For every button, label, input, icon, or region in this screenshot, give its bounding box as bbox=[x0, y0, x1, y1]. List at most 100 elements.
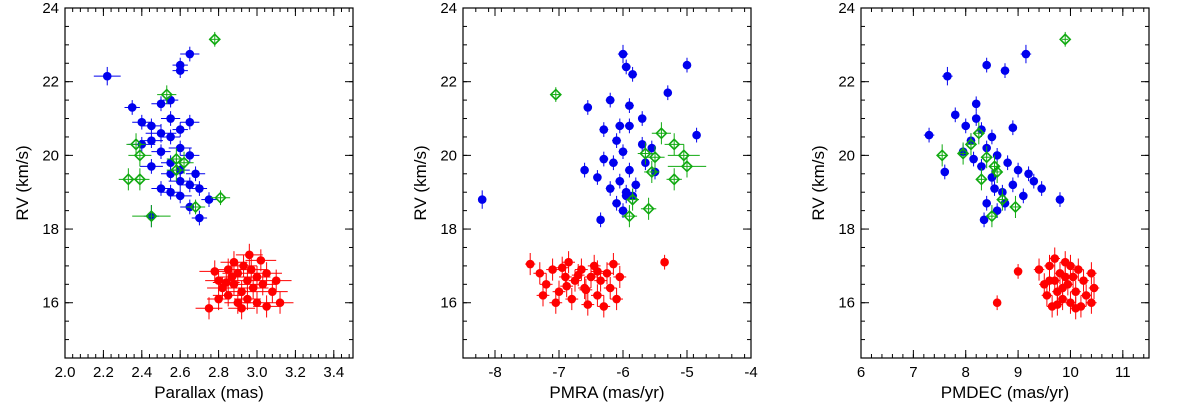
data-point bbox=[124, 100, 140, 115]
data-point bbox=[600, 262, 614, 285]
diamond-marker bbox=[639, 147, 652, 160]
data-point bbox=[667, 144, 700, 167]
circle-marker bbox=[621, 187, 631, 197]
data-point bbox=[612, 133, 622, 148]
circle-marker bbox=[605, 283, 615, 293]
data-point bbox=[647, 140, 657, 156]
data-point bbox=[1059, 31, 1072, 47]
data-point bbox=[139, 133, 163, 148]
data-point bbox=[985, 205, 999, 228]
data-point bbox=[664, 133, 684, 156]
diamond-marker bbox=[645, 165, 658, 179]
data-point bbox=[583, 100, 593, 115]
circle-marker bbox=[102, 71, 112, 81]
series-3 bbox=[195, 243, 294, 320]
data-point bbox=[1070, 297, 1081, 320]
data-point bbox=[666, 168, 682, 191]
circle-marker bbox=[950, 110, 960, 120]
circle-marker bbox=[175, 191, 185, 201]
data-point bbox=[212, 271, 240, 294]
circle-marker bbox=[229, 280, 239, 289]
data-point bbox=[546, 258, 559, 281]
y-tick-label: 22 bbox=[440, 74, 457, 91]
x-tick-label: 3.4 bbox=[323, 364, 344, 381]
circle-marker bbox=[256, 256, 266, 265]
data-point bbox=[237, 276, 269, 300]
circle-marker bbox=[1071, 303, 1080, 313]
circle-marker bbox=[1074, 265, 1083, 274]
circle-marker bbox=[971, 114, 981, 123]
circle-marker bbox=[599, 125, 609, 134]
data-point bbox=[663, 85, 673, 101]
circle-marker bbox=[262, 268, 271, 278]
data-point bbox=[599, 151, 609, 167]
circle-marker bbox=[682, 60, 692, 70]
y-tick-label: 24 bbox=[440, 0, 457, 17]
diamond-marker bbox=[972, 127, 985, 140]
data-point bbox=[180, 177, 200, 193]
data-point bbox=[651, 122, 671, 145]
data-point bbox=[132, 114, 152, 130]
circle-marker bbox=[628, 70, 637, 79]
data-point bbox=[982, 195, 991, 211]
data-point bbox=[597, 295, 611, 318]
data-point bbox=[1033, 258, 1045, 281]
data-point bbox=[610, 288, 623, 311]
x-tick-label: 2.8 bbox=[208, 364, 229, 381]
circle-marker bbox=[204, 303, 214, 313]
data-point bbox=[260, 269, 292, 292]
diamond-marker bbox=[626, 193, 639, 206]
circle-marker bbox=[609, 158, 618, 168]
circle-marker bbox=[1053, 300, 1062, 309]
diamond-marker bbox=[549, 88, 562, 101]
data-point bbox=[626, 188, 639, 211]
circle-marker bbox=[618, 206, 628, 215]
diamond-marker bbox=[122, 173, 135, 186]
data-point bbox=[161, 111, 181, 126]
data-point bbox=[613, 265, 627, 288]
circle-marker bbox=[268, 287, 277, 296]
data-point bbox=[608, 155, 618, 171]
circle-marker bbox=[660, 257, 669, 267]
circle-marker bbox=[977, 162, 986, 171]
data-point bbox=[539, 273, 553, 296]
x-tick-label: 2.4 bbox=[131, 364, 152, 381]
diamond-marker bbox=[642, 202, 655, 215]
series-3 bbox=[992, 247, 1100, 320]
circle-marker bbox=[525, 259, 535, 269]
circle-marker bbox=[615, 272, 625, 282]
data-point bbox=[1019, 188, 1028, 204]
diamond-marker bbox=[1009, 200, 1022, 214]
circle-marker bbox=[195, 213, 204, 223]
data-point bbox=[1059, 265, 1071, 288]
circle-marker bbox=[1034, 265, 1044, 274]
circle-marker bbox=[204, 195, 214, 204]
y-tick-label: 18 bbox=[42, 221, 59, 238]
data-point bbox=[172, 63, 188, 78]
circle-marker bbox=[1029, 176, 1039, 186]
data-point bbox=[185, 166, 206, 182]
circle-marker bbox=[541, 280, 551, 289]
data-point bbox=[605, 181, 615, 196]
circle-marker bbox=[156, 99, 166, 109]
data-point bbox=[1086, 291, 1097, 314]
circle-marker bbox=[625, 101, 634, 110]
diamond-marker bbox=[980, 151, 993, 164]
data-point bbox=[621, 59, 631, 75]
data-point bbox=[644, 160, 660, 183]
circle-marker bbox=[647, 143, 657, 153]
circle-marker bbox=[1024, 169, 1033, 179]
circle-marker bbox=[156, 147, 166, 156]
circle-marker bbox=[175, 143, 185, 153]
circle-marker bbox=[586, 272, 596, 282]
diamond-marker bbox=[189, 200, 202, 214]
circle-marker bbox=[229, 257, 239, 267]
x-tick-label: 3.0 bbox=[247, 364, 268, 381]
diamond-marker bbox=[991, 165, 1004, 179]
data-point bbox=[549, 291, 563, 314]
diamond-marker bbox=[956, 147, 970, 160]
x-axis-label: PMRA (mas/yr) bbox=[549, 383, 664, 402]
data-point bbox=[599, 122, 609, 137]
data-point bbox=[251, 262, 282, 285]
data-point bbox=[618, 203, 628, 218]
